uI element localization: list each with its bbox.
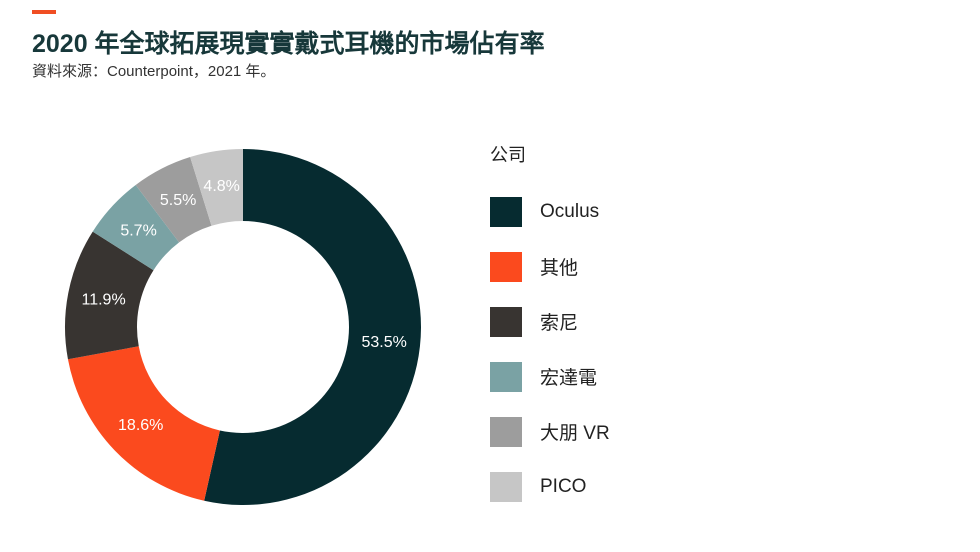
- chart-source: 資料來源：Counterpoint，2021 年。: [32, 63, 276, 80]
- slice-label-5: 4.8%: [203, 178, 239, 195]
- legend-items: Oculus 其他索尼宏達電大朋 VR PICO: [490, 184, 610, 514]
- donut-slice-1: [67, 346, 220, 501]
- chart-title: 2020 年全球拓展現實實戴式耳機的市場佔有率: [32, 30, 545, 58]
- legend-item: 索尼: [490, 294, 610, 349]
- legend-swatch: [490, 196, 522, 227]
- legend-item: 其他: [490, 239, 610, 294]
- legend-swatch: [490, 471, 522, 502]
- legend: 公司 Oculus 其他索尼宏達電大朋 VR PICO: [490, 142, 610, 514]
- legend-label: 大朋 VR: [540, 423, 610, 444]
- donut-slice-3: [92, 184, 180, 271]
- slice-label-1: 18.6%: [118, 417, 163, 434]
- legend-item: 大朋 VR: [490, 404, 610, 459]
- donut-slice-2: [65, 231, 154, 360]
- donut-slice-4: [135, 157, 212, 243]
- donut-slices: [65, 149, 421, 505]
- legend-item: Oculus: [490, 184, 610, 239]
- accent-bar: [32, 10, 56, 14]
- legend-item: 宏達電: [490, 349, 610, 404]
- legend-swatch: [490, 251, 522, 282]
- legend-item: PICO: [490, 459, 610, 514]
- slice-label-2: 11.9%: [82, 291, 126, 308]
- donut-labels: 53.5% 18.6% 11.9% 5.7%5.5% 4.8%: [82, 178, 407, 434]
- legend-label: 宏達電: [540, 368, 598, 389]
- donut-slice-0: [204, 149, 421, 505]
- donut-slice-5: [190, 149, 243, 226]
- legend-label: 索尼: [540, 313, 579, 334]
- legend-swatch: [490, 361, 522, 392]
- slice-label-0: 53.5%: [361, 334, 406, 351]
- legend-label: Oculus: [540, 200, 600, 222]
- legend-label: PICO: [540, 475, 587, 497]
- legend-label: 其他: [540, 258, 579, 279]
- legend-swatch: [490, 306, 522, 337]
- legend-swatch: [490, 416, 522, 447]
- legend-title: 公司: [490, 145, 526, 165]
- slice-label-4: 5.5%: [160, 192, 196, 209]
- slice-label-3: 5.7%: [120, 222, 156, 239]
